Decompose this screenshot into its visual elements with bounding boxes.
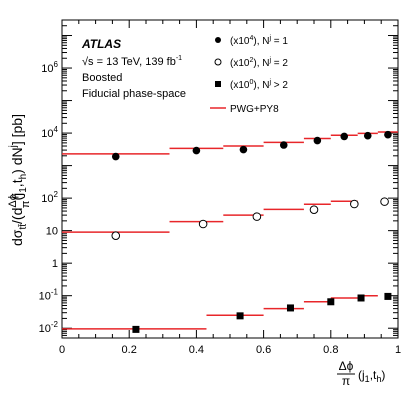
data-point-series-2 [309,205,319,215]
legend-label-series-2: (x102), Nj = 2 [230,57,288,69]
x-axis-label-numerator: Δϕ [339,359,354,373]
data-point-series-1 [111,152,120,161]
legend-model-label: PWG+PY8 [230,104,279,115]
x-tick-label: 0.2 [122,344,137,356]
data-point-series-3 [132,325,140,333]
data-point-series-1 [313,136,322,145]
data-point-series-3 [327,298,335,306]
data-point-series-2 [380,197,389,206]
data-points [111,130,392,333]
data-point-series-1 [192,146,201,155]
legend-marker-series-3 [215,81,221,87]
x-tick-labels: 0 0.2 0.4 0.6 0.8 1 [59,344,401,356]
data-point-series-2 [350,199,359,209]
energy-label: √s = 13 TeV, 139 fb-1 [82,55,182,68]
data-point-series-1 [363,131,372,140]
data-point-series-1 [279,141,288,149]
data-point-series-2 [111,231,121,240]
x-axis-label-variable: (j1,th) [358,368,385,384]
x-tick-label: 0.8 [323,344,338,356]
data-point-series-1 [340,132,349,141]
y-tick-labels: 10-2 10-1 1 10 102 104 106 [39,60,59,335]
selection-label: Boosted [82,72,122,84]
legend-label-series-3: (x100), Nj > 2 [230,79,288,91]
x-tick-label: 1 [395,344,401,356]
data-point-series-1 [239,145,248,154]
y-tick-label: 10-1 [39,288,59,303]
x-tick-label: 0.4 [189,344,204,356]
experiment-label: ATLAS [81,37,121,51]
axis-ticks [61,19,399,339]
data-point-series-2 [252,212,262,221]
y-tick-label: 10-2 [39,320,59,335]
data-point-series-3 [286,304,294,312]
y-tick-label: 104 [41,125,58,140]
data-point-series-3 [236,312,244,320]
legend: (x104), Nj = 1 (x102), Nj = 2 (x100), Nj… [210,35,288,115]
data-point-series-3 [357,294,365,302]
x-axis-label: Δϕ π (j1,th) [337,359,385,388]
data-point-series-3 [384,292,392,300]
y-axis-label: dσtt̄/(dΔϕπ(j1,th) dNj] [pb] [7,114,32,246]
legend-marker-series-1 [215,37,221,43]
data-point-series-2 [198,219,208,229]
legend-marker-series-2 [214,58,222,66]
x-axis-label-denominator: π [342,374,350,388]
y-tick-label: 1 [52,258,58,270]
y-tick-label: 106 [41,60,58,75]
legend-label-series-1: (x104), Nj = 1 [230,35,288,47]
phase-space-label: Fiducial phase-space [82,88,186,100]
x-tick-label: 0.6 [256,344,271,356]
y-tick-label: 10 [46,226,58,238]
x-tick-label: 0 [59,344,65,356]
y-tick-label: 102 [41,190,58,205]
model-histograms [62,131,398,330]
data-point-series-1 [384,130,392,139]
